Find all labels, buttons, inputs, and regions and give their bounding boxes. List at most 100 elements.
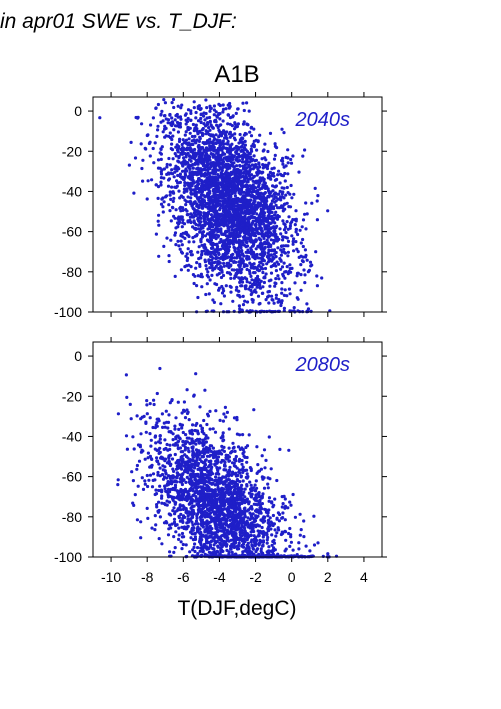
- scatter-point: [315, 199, 319, 203]
- scatter-point: [286, 161, 290, 165]
- scatter-point: [218, 256, 222, 260]
- scatter-point: [266, 535, 270, 540]
- scatter-point: [223, 133, 227, 137]
- scatter-point: [163, 127, 167, 131]
- scatter-point: [272, 241, 276, 245]
- scatter-point: [258, 181, 262, 185]
- scatter-point: [202, 249, 206, 253]
- scatter-point: [216, 182, 220, 186]
- scatter-point: [231, 299, 235, 303]
- y-tick-label: 0: [74, 103, 82, 119]
- scatter-point: [260, 244, 264, 248]
- scatter-point: [272, 541, 277, 545]
- scatter-point: [276, 173, 280, 177]
- scatter-point: [199, 151, 203, 155]
- scatter-point: [203, 155, 207, 159]
- scatter-point: [198, 195, 202, 199]
- scatter-point: [274, 269, 278, 273]
- scatter-point: [270, 172, 274, 176]
- scatter-point: [250, 278, 254, 282]
- scatter-point: [173, 216, 177, 220]
- scatter-point: [180, 531, 185, 536]
- scatter-point: [274, 236, 278, 240]
- scatter-point: [252, 127, 256, 131]
- scatter-point: [187, 240, 191, 244]
- scatter-point: [176, 225, 180, 229]
- scatter-point: [292, 192, 296, 196]
- scatter-point: [235, 268, 239, 272]
- scatter-point: [238, 132, 242, 137]
- scatter-point: [266, 251, 270, 255]
- scatter-point: [280, 505, 284, 509]
- scatter-point: [228, 271, 232, 275]
- scatter-point: [153, 141, 157, 145]
- scatter-point: [157, 223, 161, 227]
- scatter-point: [278, 189, 282, 193]
- scatter-point: [211, 144, 215, 148]
- scatter-point: [250, 194, 254, 199]
- scatter-point: [221, 110, 225, 114]
- scatter-point: [242, 229, 246, 233]
- scatter-point: [252, 502, 256, 506]
- scatter-point: [244, 172, 248, 176]
- scatter-point: [215, 282, 219, 287]
- scatter-point: [193, 549, 197, 554]
- scatter-point: [226, 122, 230, 126]
- scatter-point: [255, 212, 259, 216]
- scatter-point: [157, 213, 161, 217]
- scatter-point: [235, 207, 239, 211]
- scatter-point: [287, 531, 291, 536]
- scatter-point: [164, 409, 168, 413]
- scatter-point: [245, 300, 250, 304]
- scatter-point: [229, 285, 233, 289]
- scatter-point: [280, 291, 284, 295]
- scatter-point: [145, 403, 149, 407]
- scatter-point: [248, 281, 252, 285]
- scatter-point: [175, 184, 179, 188]
- scatter-point: [228, 242, 232, 246]
- scatter-point: [176, 146, 180, 150]
- scatter-point: [253, 271, 257, 275]
- scatter-point: [252, 154, 256, 158]
- scatter-point: [172, 128, 176, 132]
- scatter-point: [194, 210, 199, 214]
- scatter-point: [196, 151, 200, 155]
- scatter-point: [252, 239, 256, 243]
- scatter-point: [158, 515, 162, 519]
- scatter-point: [212, 543, 216, 547]
- scatter-point: [198, 213, 202, 218]
- scatter-point: [280, 516, 284, 520]
- scatter-point: [262, 236, 266, 240]
- scatter-point: [233, 194, 237, 198]
- scatter-point: [192, 151, 196, 155]
- scatter-point: [221, 103, 225, 107]
- scatter-point: [249, 233, 253, 237]
- scatter-point: [274, 281, 278, 286]
- scatter-point: [210, 228, 214, 232]
- scatter-point: [268, 131, 273, 135]
- scatter-point: [247, 163, 251, 167]
- scatter-point: [194, 372, 198, 376]
- scatter-point: [270, 533, 274, 537]
- scatter-point: [273, 142, 277, 146]
- scatter-point: [216, 197, 220, 201]
- scatter-point: [286, 148, 290, 152]
- scatter-point: [203, 260, 207, 264]
- scatter-point: [239, 214, 243, 218]
- scatter-point: [229, 290, 233, 294]
- scatter-point: [207, 292, 211, 296]
- scatter-point: [235, 149, 239, 153]
- scatter-point: [233, 182, 237, 187]
- scatter-point: [222, 264, 226, 268]
- scatter-point: [139, 142, 143, 146]
- scatter-point: [233, 200, 237, 204]
- scatter-point: [183, 152, 187, 156]
- scatter-point: [269, 174, 273, 178]
- scatter-point: [194, 125, 198, 129]
- scatter-point: [241, 479, 245, 483]
- scatter-point: [183, 236, 187, 240]
- scatter-point: [248, 271, 252, 275]
- scatter-point: [135, 463, 139, 468]
- scatter-point: [187, 142, 191, 146]
- scatter-point: [192, 100, 196, 104]
